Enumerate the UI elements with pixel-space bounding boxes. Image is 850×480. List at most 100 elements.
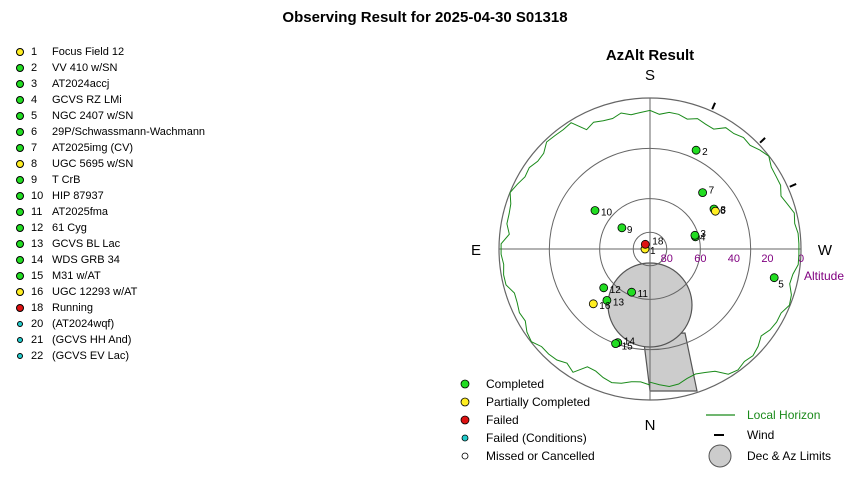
target-row: 5 NGC 2407 w/SN [16, 108, 205, 124]
status-dot-icon [16, 240, 24, 248]
observation-point [627, 287, 636, 297]
target-number: 16 [31, 286, 44, 298]
target-name: GCVS RZ LMi [52, 94, 122, 106]
altitude-tick-label: 80 [661, 253, 673, 265]
observation-point [690, 230, 700, 240]
target-row: 9 T CrB [16, 172, 205, 188]
target-name: WDS GRB 34 [52, 254, 120, 266]
legend-failed-conditions-icon [461, 434, 469, 442]
target-row: 22 (GCVS EV Lac) [16, 348, 205, 364]
target-row: 2 VV 410 w/SN [16, 60, 205, 76]
legend-limits-icon [708, 444, 732, 468]
status-dot-icon [16, 208, 24, 216]
compass-west: W [818, 242, 833, 259]
observation-label: 2 [702, 147, 708, 158]
altitude-tick-label: 40 [728, 253, 740, 265]
target-number: 12 [31, 222, 44, 234]
status-dot-icon [16, 160, 24, 168]
legend-failed-icon [460, 415, 470, 425]
observation-label: 4 [700, 232, 706, 243]
target-row: 8 UGC 5695 w/SN [16, 156, 205, 172]
status-dot-icon [16, 64, 24, 72]
local-horizon-line [500, 109, 800, 388]
observation-label: 16 [599, 301, 611, 312]
observation-label: 5 [778, 280, 784, 291]
legend-limits-label: Dec & Az Limits [747, 449, 831, 463]
legend-missed-label: Missed or Cancelled [486, 449, 595, 463]
target-number: 5 [31, 110, 38, 122]
observation-point [691, 145, 701, 155]
target-row: 3 AT2024accj [16, 76, 205, 92]
observation-label: 11 [638, 289, 649, 300]
observation-label: 8 [720, 205, 726, 216]
target-name: Running [52, 302, 93, 314]
observation-point [590, 206, 600, 215]
status-dot-icon [16, 304, 24, 312]
target-row: 16 UGC 12293 w/AT [16, 284, 205, 300]
target-number: 22 [31, 350, 44, 362]
target-row: 21 (GCVS HH And) [16, 332, 205, 348]
observation-point [602, 295, 612, 305]
altitude-axis-label: Altitude [804, 269, 844, 283]
status-dot-icon [16, 288, 24, 296]
status-dot-icon [16, 144, 24, 152]
target-number: 1 [31, 46, 38, 58]
chart-title: AzAlt Result [606, 47, 694, 64]
target-name: AT2025fma [52, 206, 109, 218]
target-number: 6 [31, 126, 38, 138]
legend-failed-conditions-label: Failed (Conditions) [486, 431, 587, 445]
target-row: 18 Running [16, 300, 205, 316]
legend-completed-label: Completed [486, 377, 544, 391]
observation-label: 9 [627, 225, 633, 236]
target-name: M31 w/AT [52, 270, 101, 282]
target-number: 2 [31, 62, 38, 74]
target-number: 21 [31, 334, 44, 346]
target-name: Focus Field 12 [52, 46, 125, 58]
status-dot-icon [16, 224, 24, 232]
status-dot-icon [16, 128, 24, 136]
observation-label: 13 [613, 297, 625, 308]
target-number: 4 [31, 94, 38, 106]
target-list: 1 Focus Field 12 2 VV 410 w/SN 3 AT2024accj 4 G… [16, 44, 205, 364]
legend-failed-label: Failed [486, 413, 519, 427]
compass-east: E [471, 242, 481, 259]
target-name: (GCVS HH And) [52, 334, 132, 346]
status-dot-icon [16, 96, 24, 104]
target-name: 29P/Schwassmann-Wachmann [52, 126, 206, 138]
target-name: NGC 2407 w/SN [52, 110, 134, 122]
legend-partial-icon [460, 397, 470, 407]
observation-label: 7 [709, 186, 715, 197]
target-number: 20 [31, 318, 44, 330]
observation-label: 1 [650, 246, 656, 257]
target-name: (GCVS EV Lac) [52, 350, 130, 362]
observation-point [611, 339, 620, 349]
status-dot-icon [16, 112, 24, 120]
target-name: VV 410 w/SN [52, 62, 118, 74]
target-number: 14 [31, 254, 44, 266]
target-number: 15 [31, 270, 44, 282]
observation-label: 10 [601, 208, 613, 219]
target-row: 13 GCVS BL Lac [16, 236, 205, 252]
target-name: AT2024accj [52, 78, 110, 90]
target-number: 9 [31, 174, 38, 186]
observation-point [617, 223, 627, 233]
target-name: 61 Cyg [52, 222, 87, 234]
target-row: 6 29P/Schwassmann-Wachmann [16, 124, 205, 140]
status-dot-icon [16, 272, 24, 280]
wind-tick [789, 183, 797, 188]
observation-label: 3 [700, 229, 706, 240]
status-dot-icon [16, 192, 24, 200]
observation-label: 15 [622, 342, 634, 353]
observation-label: 18 [652, 236, 664, 247]
target-name: UGC 12293 w/AT [52, 286, 138, 298]
status-dot-icon [17, 321, 23, 327]
observation-label: 6 [720, 206, 726, 217]
target-number: 8 [31, 158, 38, 170]
altitude-tick-label: 0 [798, 253, 804, 265]
target-row: 12 61 Cyg [16, 220, 205, 236]
status-dot-icon [17, 337, 23, 343]
compass-south: S [645, 67, 655, 84]
status-dot-icon [16, 176, 24, 184]
target-name: UGC 5695 w/SN [52, 158, 134, 170]
target-row: 10 HIP 87937 [16, 188, 205, 204]
